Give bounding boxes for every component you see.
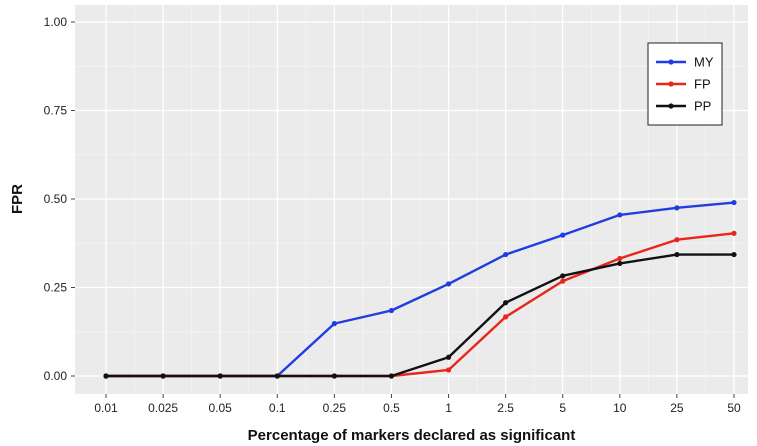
series-line-pp [106, 253, 734, 378]
data-point-my [445, 281, 452, 287]
legend-label-fp: FP [694, 77, 711, 92]
legend-marker-my [668, 59, 674, 65]
legend-marker-pp [668, 103, 674, 109]
data-point-fp [560, 278, 566, 284]
data-point-pp [731, 251, 737, 258]
data-point-my [331, 321, 337, 327]
x-tick-label: 50 [727, 401, 741, 415]
data-point-my [674, 205, 680, 211]
y-tick-label: 1.00 [44, 15, 68, 29]
data-point-pp [503, 300, 509, 306]
x-tick-label: 0.1 [269, 401, 286, 415]
data-point-pp [560, 273, 566, 279]
series-lines [103, 199, 737, 379]
data-point-fp [731, 230, 737, 236]
legend-label-pp: PP [694, 99, 711, 114]
x-tick-label: 0.25 [323, 401, 347, 415]
data-point-pp [160, 373, 166, 379]
y-tick-label: 0.50 [44, 192, 68, 206]
data-point-pp [445, 354, 452, 360]
x-tick-label: 0.05 [209, 401, 233, 415]
x-tick-label: 0.5 [383, 401, 400, 415]
data-point-my [560, 232, 566, 238]
y-tick-label: 0.25 [44, 281, 68, 295]
data-point-my [388, 307, 395, 314]
x-tick-label: 1 [445, 401, 452, 415]
data-point-pp [217, 373, 223, 379]
y-axis-title: FPR [9, 184, 26, 214]
x-axis-title: Percentage of markers declared as signif… [248, 427, 576, 444]
legend-marker-fp [668, 81, 674, 87]
data-point-pp [674, 251, 680, 258]
data-point-pp [274, 373, 280, 379]
data-point-fp [445, 367, 452, 373]
data-point-fp [503, 314, 509, 320]
legend: MY FP PP [647, 42, 723, 126]
series-pp [103, 251, 737, 379]
x-tick-label: 5 [559, 401, 566, 415]
y-tick-label: 0.75 [44, 104, 68, 118]
x-tick-label: 10 [613, 401, 627, 415]
y-tick-label: 0.00 [44, 369, 68, 383]
data-point-my [731, 199, 737, 206]
data-point-pp [331, 373, 337, 379]
legend-label-my: MY [694, 55, 714, 70]
data-point-my [503, 251, 509, 258]
x-tick-label: 0.025 [148, 401, 178, 415]
data-point-pp [617, 260, 623, 267]
data-point-fp [617, 255, 623, 262]
data-point-pp [103, 373, 109, 379]
data-point-my [617, 212, 623, 218]
x-axis-ticks: 0.01 0.025 0.05 0.1 0.25 0.5 1 2.5 5 10 25 50 [94, 394, 741, 415]
x-tick-label: 0.01 [94, 401, 118, 415]
x-tick-label: 2.5 [497, 401, 514, 415]
data-point-fp [674, 237, 680, 243]
data-point-pp [388, 373, 395, 379]
y-axis-ticks: 0.00 0.25 0.50 0.75 1.00 [44, 15, 75, 383]
x-tick-label: 25 [670, 401, 684, 415]
